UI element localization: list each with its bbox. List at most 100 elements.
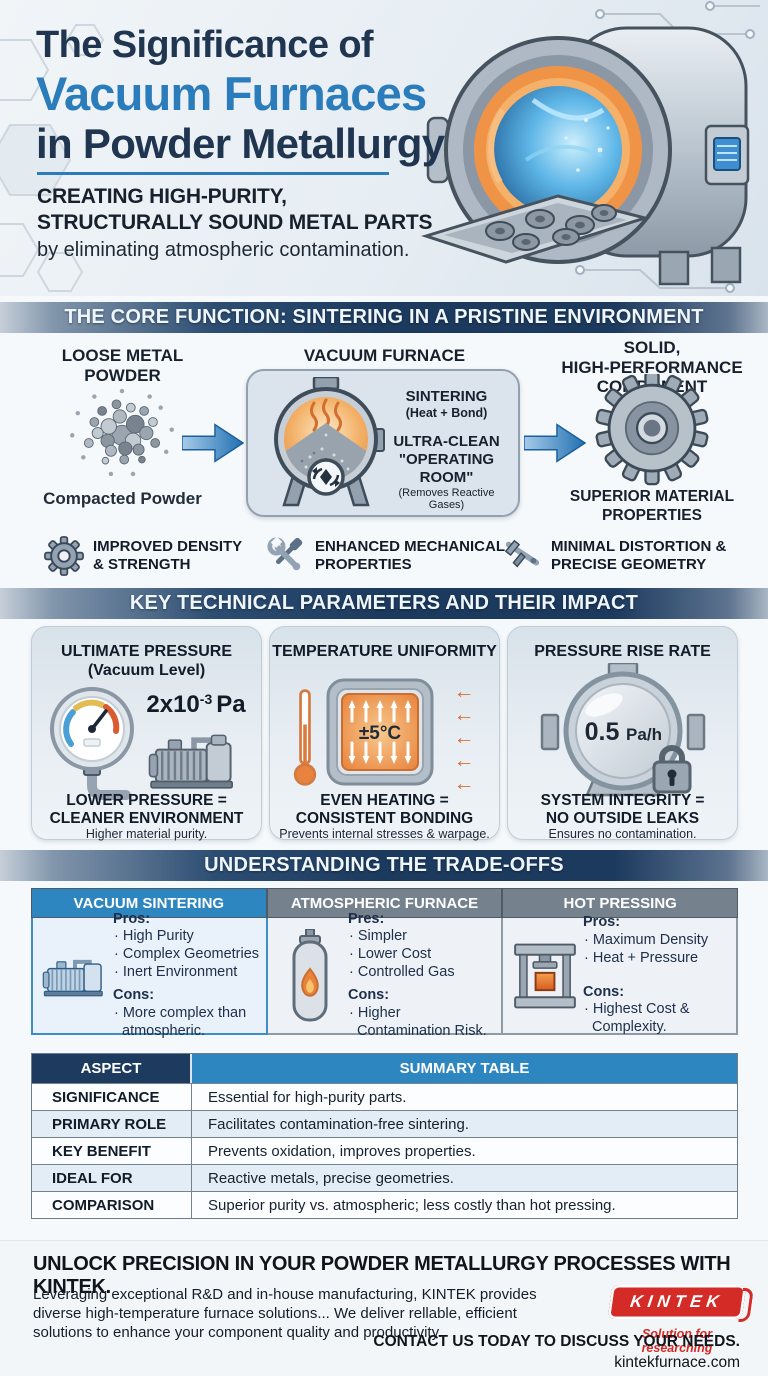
page-title: The Significance of Vacuum Furnaces in P… bbox=[36, 24, 445, 166]
banner-parameters: KEY TECHNICAL PARAMETERS AND THEIR IMPAC… bbox=[0, 588, 768, 619]
ultraclean-sub: (Removes Reactive Gases) bbox=[398, 487, 495, 511]
left-arrow-glyph: ← bbox=[453, 772, 475, 795]
banner-tradeoffs: UNDERSTANDING THE TRADE-OFFS bbox=[0, 850, 768, 881]
sintering-sub: (Heat + Bond) bbox=[405, 406, 488, 420]
title-line-2: Vacuum Furnaces bbox=[36, 66, 427, 120]
cons-label: Cons: bbox=[583, 983, 625, 1000]
card-pressure-rise-rate: PRESSURE RISE RATE 0.5 Pa/h bbox=[507, 626, 738, 841]
ultraclean-line-2: "OPERATING ROOM" bbox=[398, 451, 495, 486]
rise-rate-unit: Pa/h bbox=[626, 725, 662, 744]
row-value: Facilitates contamination-free sintering… bbox=[208, 1115, 469, 1133]
card-title: TEMPERATURE UNIFORMITY bbox=[272, 643, 497, 660]
pros-item: · Lower Cost bbox=[349, 945, 432, 962]
input-title-line-1: LOOSE METAL bbox=[61, 346, 184, 365]
card-note: Prevents internal stresses & warpage. bbox=[279, 827, 490, 841]
card-title-line-1: ULTIMATE PRESSURE bbox=[61, 643, 232, 660]
heating-chamber-icon: ±5°C bbox=[325, 677, 435, 787]
gas-cylinder-icon bbox=[272, 928, 348, 1023]
footer-cta: CONTACT US TODAY TO DISCUSS YOUR NEEDS. … bbox=[373, 1333, 740, 1372]
input-caption: Compacted Powder bbox=[43, 489, 202, 508]
flow-arrow-icon bbox=[182, 421, 244, 465]
left-arrow-glyph: ← bbox=[453, 680, 475, 703]
pros-item: · Complex Geometries bbox=[114, 945, 260, 962]
title-line-1: The Significance of bbox=[36, 24, 374, 66]
card-result-line-1: SYSTEM INTEGRITY = bbox=[540, 792, 705, 809]
header-section: The Significance of Vacuum Furnaces in P… bbox=[0, 0, 768, 296]
tradeoffs-table: VACUUM SINTERING ATMOSPHERIC FURNACE HOT… bbox=[31, 888, 738, 1039]
cons-item: · Highest Cost & Complexity. bbox=[584, 1001, 690, 1035]
column-header-atmospheric-furnace: ATMOSPHERIC FURNACE bbox=[267, 889, 504, 917]
benefit-density: IMPROVED DENSITY & STRENGTH bbox=[44, 536, 242, 576]
row-value: Superior purity vs. atmospheric; less co… bbox=[208, 1196, 616, 1214]
left-arrow-glyph: ← bbox=[453, 749, 475, 772]
column-header-hot-pressing: HOT PRESSING bbox=[503, 889, 738, 917]
row-value: Essential for high-purity parts. bbox=[208, 1088, 407, 1106]
output-caption-line-1: SUPERIOR MATERIAL bbox=[569, 488, 735, 505]
footer-body-line-1: Leveraging exceptional R&D and in-house … bbox=[33, 1286, 537, 1303]
gear-component-illustration bbox=[592, 374, 712, 486]
hexagon-pattern-decoration bbox=[0, 24, 105, 292]
benefit-label: MINIMAL DISTORTION & PRECISE GEOMETRY bbox=[551, 538, 726, 575]
card-result: SYSTEM INTEGRITY = NO OUTSIDE LEAKS bbox=[508, 792, 737, 829]
cell-atmospheric-furnace: Pres: · Simpler · Lower Cost · Controlle… bbox=[268, 911, 503, 1039]
input-title-line-2: POWDER bbox=[84, 365, 161, 385]
flow-arrow-icon bbox=[524, 421, 586, 465]
benefit-label-line-2: PRECISE GEOMETRY bbox=[551, 556, 707, 573]
furnace-text-block: SINTERING (Heat + Bond) ULTRA-CLEAN "OPE… bbox=[380, 388, 513, 511]
banner-tradeoffs-label: UNDERSTANDING THE TRADE-OFFS bbox=[204, 854, 564, 876]
summary-table: ASPECT SUMMARY TABLE SIGNIFICANCE Essent… bbox=[31, 1053, 738, 1219]
output-title-line-2: HIGH-PERFORMANCE bbox=[561, 357, 743, 377]
output-title-line-1: SOLID, bbox=[623, 338, 681, 357]
benefit-label-line-2: PROPERTIES bbox=[315, 556, 412, 573]
metal-powder-illustration bbox=[52, 380, 192, 485]
input-title: LOOSE METAL POWDER bbox=[40, 346, 205, 385]
table-row: PRIMARY ROLE Facilitates contamination-f… bbox=[32, 1110, 737, 1137]
benefit-label: IMPROVED DENSITY & STRENGTH bbox=[93, 538, 242, 575]
card-title-line-2: (Vacuum Level) bbox=[87, 662, 206, 680]
cell-text: Pres: · Simpler · Lower Cost · Controlle… bbox=[348, 911, 497, 1041]
benefit-geometry: MINIMAL DISTORTION & PRECISE GEOMETRY bbox=[502, 536, 726, 576]
hot-press-icon bbox=[507, 943, 583, 1009]
summary-header-aspect: ASPECT bbox=[32, 1054, 192, 1083]
pros-item: · Heat + Pressure bbox=[584, 949, 699, 966]
vacuum-pump-icon bbox=[134, 729, 254, 791]
card-note: Ensures no contamination. bbox=[548, 827, 697, 841]
card-note: Higher material purity. bbox=[85, 827, 208, 841]
tradeoffs-body-row: Pros: · High Purity · Complex Geometries… bbox=[31, 911, 738, 1039]
vacuum-pump-icon bbox=[37, 953, 113, 999]
subtitle-line-3: by eliminating atmospheric contamination… bbox=[37, 239, 410, 262]
pros-label: Pres: bbox=[348, 910, 385, 927]
card-title: ULTIMATE PRESSURE (Vacuum Level) bbox=[32, 642, 261, 680]
pros-item: · Simpler bbox=[349, 928, 408, 945]
card-result-line-2: NO OUTSIDE LEAKS bbox=[545, 810, 700, 828]
kintek-logo-box: KINTEK bbox=[607, 1285, 747, 1319]
cons-item: · More complex than atmospheric. bbox=[114, 1005, 247, 1039]
vacuum-vessel-icon: 0.5 Pa/h bbox=[536, 663, 711, 797]
benefit-mechanical: ENHANCED MECHANICAL PROPERTIES bbox=[266, 536, 505, 576]
caliper-icon bbox=[502, 536, 542, 576]
heat-arrows-icon: ← ← ← ← ← bbox=[442, 681, 486, 794]
left-arrow-glyph: ← bbox=[453, 703, 475, 726]
column-header-vacuum-sintering: VACUUM SINTERING bbox=[32, 889, 268, 917]
footer-body-line-2: diverse high-temperature furnace solutio… bbox=[33, 1305, 517, 1322]
furnace-title: VACUUM FURNACE bbox=[303, 346, 466, 365]
footer-section: UNLOCK PRECISION IN YOUR POWDER METALLUR… bbox=[0, 1240, 768, 1376]
cons-label: Cons: bbox=[348, 987, 390, 1004]
pros-item: · Inert Environment bbox=[114, 963, 238, 980]
row-value: Prevents oxidation, improves properties. bbox=[208, 1142, 476, 1160]
tradeoffs-header-row: VACUUM SINTERING ATMOSPHERIC FURNACE HOT… bbox=[31, 888, 738, 918]
left-arrow-glyph: ← bbox=[453, 726, 475, 749]
footer-body-line-3: solutions to enhance your component qual… bbox=[33, 1324, 443, 1341]
table-row: KEY BENEFIT Prevents oxidation, improves… bbox=[32, 1137, 737, 1164]
cell-text: Pros: · Maximum Density · Heat + Pressur… bbox=[583, 914, 732, 1036]
kintek-logo-tagline: Solution for researching bbox=[641, 1327, 713, 1355]
sintering-label: SINTERING bbox=[405, 388, 488, 405]
pros-label: Pros: bbox=[583, 914, 621, 931]
pressure-gauge-icon bbox=[46, 681, 138, 807]
benefit-label-line-1: IMPROVED DENSITY bbox=[93, 537, 243, 555]
thermometer-icon bbox=[291, 687, 319, 787]
benefit-label-line-1: MINIMAL DISTORTION & bbox=[551, 537, 727, 555]
pressure-value-base: 2x10 bbox=[146, 691, 200, 718]
banner-parameters-label: KEY TECHNICAL PARAMETERS AND THEIR IMPAC… bbox=[129, 592, 639, 614]
